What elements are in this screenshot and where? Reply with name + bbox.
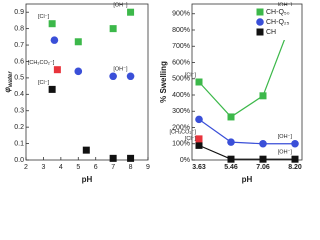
x-tick-label: 7.06 bbox=[256, 164, 270, 171]
y-tick-label: 0.7 bbox=[14, 42, 24, 49]
x-tick-label: 5 bbox=[76, 164, 80, 171]
marker bbox=[127, 154, 135, 162]
y-tick-label: 600% bbox=[172, 59, 190, 66]
legend-marker bbox=[256, 28, 264, 36]
point-label: [OH⁻] bbox=[278, 134, 293, 140]
y-tick-label: 300% bbox=[172, 108, 190, 115]
point-label: [OH⁻] bbox=[278, 3, 293, 9]
x-tick-label: 4 bbox=[59, 164, 63, 171]
marker bbox=[48, 85, 56, 93]
point-label: [Cl⁻] bbox=[185, 72, 197, 78]
point-label: [CH₃CO₂⁻] bbox=[169, 129, 196, 135]
x-tick-label: 9 bbox=[146, 164, 150, 171]
marker bbox=[291, 139, 299, 148]
y-tick-label: 0.9 bbox=[14, 9, 24, 16]
legend-label: CH-Q₅₀ bbox=[266, 9, 290, 16]
marker bbox=[109, 154, 117, 162]
x-tick-label: 8 bbox=[129, 164, 133, 171]
marker bbox=[109, 72, 117, 81]
x-tick-label: 2 bbox=[24, 164, 28, 171]
x-tick-label: 8.20 bbox=[288, 164, 302, 171]
y-tick-label: 0.2 bbox=[14, 124, 24, 131]
marker bbox=[195, 141, 203, 149]
y-tick-label: 800% bbox=[172, 27, 190, 34]
series-line bbox=[198, 11, 296, 118]
x-tick-label: 5.46 bbox=[224, 164, 238, 171]
x-tick-label: 3 bbox=[41, 164, 45, 171]
marker bbox=[195, 78, 203, 86]
marker bbox=[126, 72, 135, 81]
marker bbox=[50, 36, 59, 44]
marker bbox=[259, 155, 267, 163]
x-tick-label: 7 bbox=[111, 164, 115, 171]
y-tick-label: 0.5 bbox=[14, 75, 24, 82]
marker bbox=[127, 8, 135, 16]
y-tick-label: 0.1 bbox=[14, 140, 24, 147]
y-tick-label: 900% bbox=[172, 11, 190, 18]
marker bbox=[195, 135, 203, 143]
y-axis-label-subscript: water bbox=[8, 71, 14, 87]
marker bbox=[74, 38, 82, 46]
marker bbox=[48, 20, 56, 28]
legend-label: CH bbox=[266, 29, 276, 36]
y-tick-label: 0.4 bbox=[14, 91, 24, 98]
marker bbox=[259, 92, 267, 100]
y-tick-label: 400% bbox=[172, 92, 190, 99]
x-tick-label: 6 bbox=[94, 164, 98, 171]
y-tick-label: 700% bbox=[172, 43, 190, 50]
marker bbox=[291, 155, 299, 163]
y-axis-label: % Swelling bbox=[159, 61, 168, 103]
y-axis-label: φwater bbox=[3, 71, 13, 93]
legend-marker bbox=[256, 18, 264, 26]
point-label: [Cl⁻] bbox=[38, 80, 50, 86]
marker bbox=[82, 146, 90, 154]
y-tick-label: 200% bbox=[172, 124, 190, 131]
series-line bbox=[198, 118, 295, 145]
marker bbox=[227, 138, 235, 146]
x-axis-label: pH bbox=[242, 175, 253, 184]
marker bbox=[227, 113, 235, 121]
y-axis-label-symbol: φ bbox=[3, 87, 12, 93]
legend-marker bbox=[256, 8, 264, 16]
y-tick-label: 100% bbox=[172, 141, 190, 148]
marker bbox=[227, 155, 235, 163]
marker bbox=[109, 25, 117, 33]
marker bbox=[195, 115, 203, 124]
y-tick-label: 0.0 bbox=[14, 157, 24, 164]
plot-frame bbox=[25, 3, 149, 161]
y-tick-label: 0.3 bbox=[14, 108, 24, 115]
y-tick-label: 0% bbox=[180, 157, 190, 164]
point-label: [Cl⁻] bbox=[185, 136, 197, 142]
marker bbox=[259, 139, 267, 148]
point-label: [CH₃CO₂⁻] bbox=[28, 60, 55, 66]
y-tick-label: 0.6 bbox=[14, 58, 24, 65]
y-tick-label: 0.8 bbox=[14, 25, 24, 32]
series-line bbox=[198, 144, 295, 160]
y-tick-label: 500% bbox=[172, 76, 190, 83]
plot-frame bbox=[191, 3, 303, 161]
x-tick-label: 3.63 bbox=[192, 164, 206, 171]
point-label: [OH⁻] bbox=[113, 67, 128, 73]
figure: 0.0 0.1 0.2 0.3 0.4 0.5 0.6 0.7 0.8 0.9 2 3 4 5 6 7 8 9 φw… bbox=[3, 3, 303, 184]
point-label: [Cl⁻] bbox=[38, 14, 50, 20]
x-axis-label: pH bbox=[82, 175, 93, 184]
marker bbox=[74, 67, 83, 76]
legend-label: CH-Q₂₅ bbox=[266, 19, 290, 26]
marker bbox=[53, 66, 61, 74]
point-label: [OH⁻] bbox=[113, 3, 128, 9]
point-label: [OH⁻] bbox=[278, 150, 293, 156]
